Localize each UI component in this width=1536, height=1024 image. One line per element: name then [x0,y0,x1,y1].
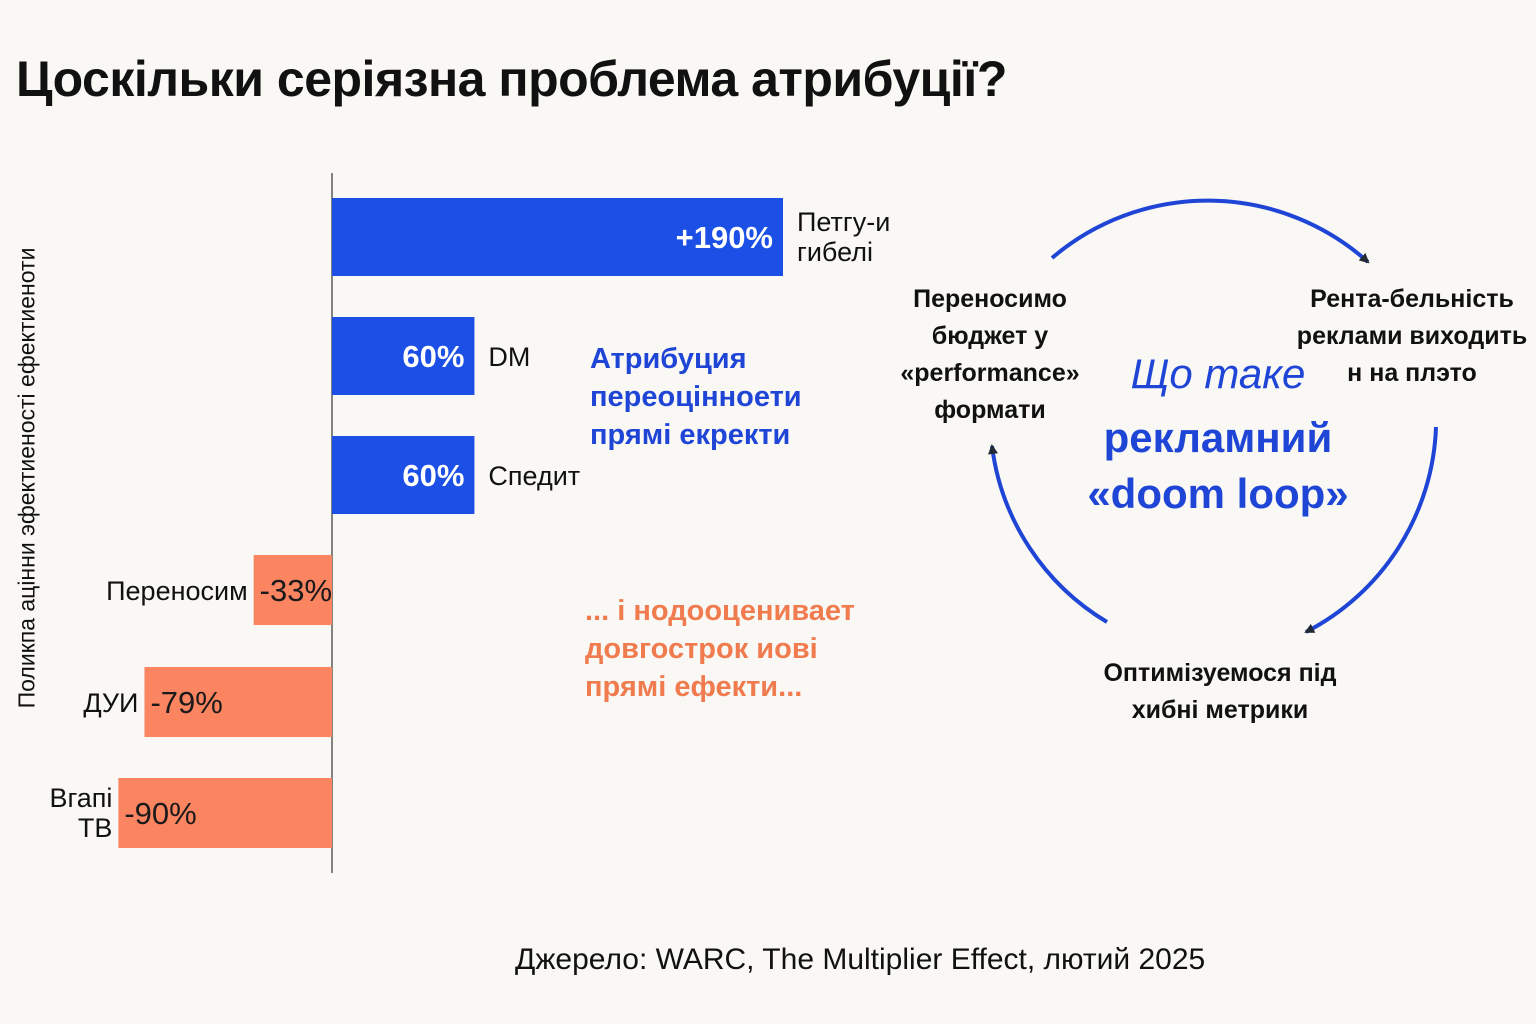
bar-category-label: Петгу-и гибелі [797,207,890,267]
bar-3 [253,555,332,625]
loop-center-title: рекламний «doom loop» [1087,414,1349,517]
bar-4 [144,667,332,737]
bar-5 [118,778,332,848]
loop-arrow-right [1304,426,1438,634]
loop-step-wrong-metrics: Оптимізуемося під хибні метрики [1103,659,1337,724]
bar-value-label: 60% [402,458,464,493]
bar-value-label: -90% [124,796,196,831]
bar-value-label: +190% [676,220,773,255]
overvalue-note: Атрибуция переоціннoети прямі екректи [590,343,802,451]
bar-value-label: -79% [150,685,222,720]
loop-center-subtitle: Що таке [1130,350,1306,397]
loop-arrow-top [1050,198,1370,264]
bar-0 [332,198,783,276]
bar-category-label: Переносим [106,576,248,606]
bar-category-label: Вгапі ТВ [49,783,112,843]
source-note: Джерело: WARC, The Multiplier Effect, лю… [515,943,1206,976]
loop-step-plateau: Рента-бельність реклами виходить н на пл… [1296,285,1528,387]
bar-value-label: 60% [402,339,464,374]
bar-1 [332,317,475,395]
loop-arrow-left [988,444,1109,624]
bar-value-label: -33% [260,573,332,608]
loop-step-shift-budget: Переносимо бюджет у «performance» формат… [900,285,1080,424]
chart-title: Цоскільки серіязна проблема атрибуції? [16,51,1007,107]
bar-category-label: ДУИ [83,688,138,718]
undervalue-note: ... і нодооценивает довгострок иові прям… [585,595,855,703]
bar-category-label: DM [488,342,530,372]
bar-category-label: Спедит [488,461,580,491]
bar-2 [332,436,475,514]
